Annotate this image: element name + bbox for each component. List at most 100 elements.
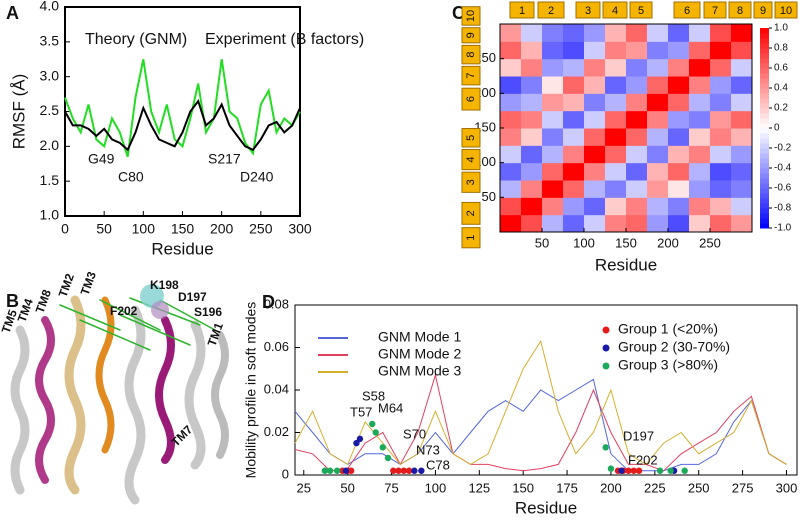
group-point bbox=[602, 444, 609, 451]
colorbar-step bbox=[760, 108, 769, 114]
heat-cell bbox=[521, 41, 543, 60]
heat-cell bbox=[500, 145, 522, 164]
heat-cell bbox=[500, 110, 522, 129]
heat-cell bbox=[647, 41, 669, 60]
heat-cell bbox=[668, 145, 690, 164]
colorbar-label: -0.2 bbox=[774, 143, 792, 154]
x-tick-label: 250 bbox=[249, 221, 273, 237]
heat-cell bbox=[605, 110, 627, 129]
group-point bbox=[405, 467, 413, 474]
heat-cell bbox=[647, 24, 669, 42]
heat-cell bbox=[647, 162, 669, 181]
structure-label: S196 bbox=[194, 305, 222, 319]
heat-cell bbox=[521, 76, 543, 94]
segment-label: 2 bbox=[465, 210, 477, 216]
heat-cell bbox=[647, 76, 669, 94]
heat-cell bbox=[689, 93, 711, 112]
segment-label: 10 bbox=[465, 10, 477, 22]
legend-label: GNM Mode 3 bbox=[378, 363, 461, 379]
group-point bbox=[395, 467, 402, 474]
colorbar-label: -0.4 bbox=[774, 163, 792, 174]
heat-cell bbox=[542, 162, 564, 181]
heat-cell bbox=[710, 76, 732, 94]
heat-cell bbox=[731, 93, 753, 112]
annotation: S58 bbox=[362, 388, 385, 403]
heat-cell bbox=[500, 162, 522, 181]
helix bbox=[124, 305, 146, 505]
x-tick-label: 200 bbox=[210, 221, 234, 237]
group-point bbox=[372, 429, 379, 436]
segment-label: 9 bbox=[760, 5, 766, 17]
heat-cell bbox=[626, 41, 648, 60]
colorbar-step bbox=[760, 208, 769, 214]
heat-cell bbox=[647, 110, 669, 129]
x-axis-label: Residue bbox=[151, 239, 213, 258]
y-tick-label: 1.5 bbox=[40, 172, 60, 188]
structure-label: TM2 bbox=[56, 271, 77, 299]
heat-cell bbox=[689, 162, 711, 181]
colorbar-step bbox=[760, 63, 769, 69]
colorbar-step bbox=[760, 168, 769, 174]
heat-cell bbox=[584, 162, 606, 181]
group-point bbox=[369, 420, 376, 428]
group-point bbox=[635, 467, 643, 474]
heat-cell bbox=[668, 128, 690, 146]
x-axis-label: Residue bbox=[595, 255, 657, 274]
heat-cell bbox=[731, 180, 753, 198]
heat-cell bbox=[521, 162, 543, 181]
heat-cell bbox=[689, 180, 711, 198]
segment-box bbox=[461, 149, 481, 171]
structure-label: F202 bbox=[110, 304, 138, 318]
heat-cell bbox=[563, 24, 585, 42]
group-point bbox=[379, 444, 386, 451]
heat-cell bbox=[710, 180, 732, 198]
legend-label: Group 3 (>80%) bbox=[618, 357, 718, 373]
heat-cell bbox=[626, 93, 648, 112]
x-tick-label: 150 bbox=[171, 221, 195, 237]
colorbar-step bbox=[760, 148, 769, 154]
legend-label: Group 1 (<20%) bbox=[618, 321, 718, 337]
heat-cell bbox=[668, 58, 690, 77]
colorbar-step bbox=[760, 178, 769, 184]
colorbar-step bbox=[760, 123, 769, 129]
x-tick-label: 0 bbox=[61, 221, 69, 237]
series-line bbox=[64, 59, 301, 158]
heat-cell bbox=[626, 180, 648, 198]
colorbar-label: 0.6 bbox=[774, 63, 788, 74]
segment-label: 10 bbox=[780, 5, 792, 17]
heat-cell bbox=[542, 128, 564, 146]
heat-cell bbox=[521, 93, 543, 112]
colorbar-step bbox=[760, 98, 769, 104]
group-point bbox=[347, 467, 355, 474]
heat-cell bbox=[521, 214, 543, 233]
group-point bbox=[384, 454, 392, 462]
heat-cell bbox=[605, 41, 627, 60]
colorbar-label: 0.8 bbox=[774, 43, 788, 54]
x-tick-label: 150 bbox=[512, 480, 534, 495]
group-point bbox=[625, 467, 632, 474]
annotation: G49 bbox=[88, 151, 115, 167]
x-tick-label: 300 bbox=[776, 480, 798, 495]
y-tick-label: 0 bbox=[282, 466, 289, 481]
colorbar-step bbox=[760, 203, 769, 209]
segment-box bbox=[461, 128, 481, 148]
helix bbox=[35, 316, 55, 484]
heat-cell bbox=[563, 93, 585, 112]
legend-label: Group 2 (30-70%) bbox=[618, 339, 730, 355]
segment-box bbox=[753, 1, 773, 19]
heat-cell bbox=[626, 145, 648, 164]
x-tick-label: 125 bbox=[468, 480, 490, 495]
heat-cell bbox=[689, 58, 711, 77]
colorbar-step bbox=[760, 83, 769, 89]
heat-cell bbox=[584, 214, 606, 233]
heat-cell bbox=[731, 128, 753, 146]
heat-cell bbox=[689, 128, 711, 146]
heat-cell bbox=[668, 93, 690, 112]
heat-cell bbox=[731, 162, 753, 181]
heat-cell bbox=[605, 128, 627, 146]
x-tick-label: 175 bbox=[556, 480, 578, 495]
segment-label: 3 bbox=[465, 179, 477, 185]
y-tick-label: 50 bbox=[482, 189, 496, 204]
legend-marker bbox=[602, 362, 610, 370]
